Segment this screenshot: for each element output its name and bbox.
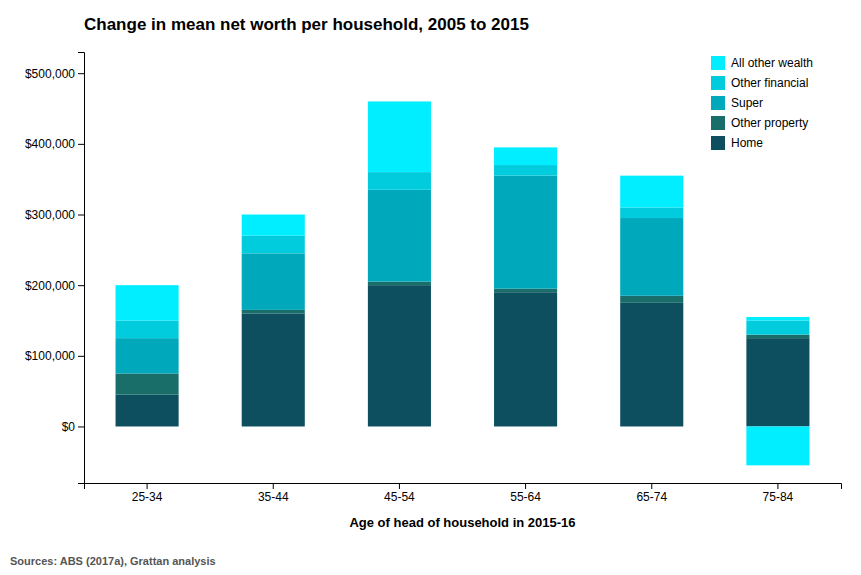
series [116, 101, 810, 465]
x-tick-mark [777, 483, 778, 489]
bar-segment [620, 176, 683, 208]
bar-segment [494, 292, 557, 426]
annotation: Sources: ABS (2017a), Grattan analysis [10, 555, 216, 567]
x-tick-mark [273, 483, 274, 489]
y-tick-label: $400,000 [25, 137, 75, 151]
bar-segment [494, 289, 557, 293]
series [116, 165, 810, 338]
bar-segment [242, 215, 305, 236]
y-axis: $0 $100,000 $200,000 $300,000 $400,000 $500,0… [25, 53, 85, 484]
y-tick: $300,000 [25, 208, 84, 222]
y-tick-mark [78, 285, 84, 286]
legend-item: Super [711, 96, 763, 110]
legend-label: Home [731, 136, 763, 150]
bar-segment [746, 335, 809, 339]
x-tick-mark [399, 483, 400, 489]
series [116, 176, 684, 374]
x-tick: 75-84 [763, 483, 794, 504]
bar-segment [620, 207, 683, 218]
y-axis-line [78, 53, 85, 484]
y-tick-label: $100,000 [25, 349, 75, 363]
bar-segment [494, 176, 557, 289]
x-tick-label: 55-64 [510, 490, 541, 504]
y-tick-mark [78, 215, 84, 216]
x-axis-title: Age of head of household in 2015-16 [349, 515, 575, 530]
x-tick-mark [651, 483, 652, 489]
bar-segment [242, 236, 305, 254]
bar-segment [242, 313, 305, 426]
x-tick-mark [147, 483, 148, 489]
bar-segment [620, 218, 683, 296]
bar-segment [368, 172, 431, 190]
x-tick: 55-64 [510, 483, 541, 504]
legend-item: Other property [711, 116, 808, 130]
bar-segment [746, 338, 809, 426]
y-tick-label: $300,000 [25, 208, 75, 222]
legend-swatch [711, 76, 725, 90]
series [116, 282, 810, 395]
y-tick-mark [78, 73, 84, 74]
x-tick-label: 75-84 [763, 490, 794, 504]
x-tick-label: 35-44 [258, 490, 289, 504]
legend-swatch [711, 96, 725, 110]
bar-segment [368, 285, 431, 426]
x-tick: 35-44 [258, 483, 289, 504]
legend-swatch [711, 136, 725, 150]
x-tick: 45-54 [384, 483, 415, 504]
y-tick: $200,000 [25, 279, 84, 293]
legend: All other wealth Other financial Super Othe… [711, 56, 813, 150]
legend-label: Super [731, 96, 763, 110]
legend-swatch [711, 56, 725, 70]
bar-segment [620, 303, 683, 427]
bar-segment [368, 282, 431, 286]
bar-segment [746, 317, 809, 321]
bar-segment [746, 320, 809, 334]
bar-segment [494, 165, 557, 176]
y-tick: $500,000 [25, 67, 84, 81]
chart: $0 $100,000 $200,000 $300,000 $400,000 $500,0… [0, 0, 861, 575]
x-tick: 25-34 [132, 483, 163, 504]
legend-item: Home [711, 136, 763, 150]
bar-segment [116, 395, 179, 427]
bar-segment [746, 426, 809, 465]
bar-segment [242, 310, 305, 314]
bar-segment [494, 147, 557, 165]
y-tick-mark [78, 144, 84, 145]
x-tick-mark [525, 483, 526, 489]
bars [116, 101, 810, 465]
x-axis-line [85, 484, 842, 490]
x-axis: 25-34 35-44 45-54 55-64 65-74 75-84 [85, 483, 842, 504]
legend-item: Other financial [711, 76, 808, 90]
series [116, 285, 810, 426]
bar-segment [368, 190, 431, 282]
y-tick-label: $0 [62, 420, 76, 434]
y-tick: $100,000 [25, 349, 84, 363]
y-tick-mark [78, 356, 84, 357]
x-tick-label: 25-34 [132, 490, 163, 504]
bar-segment [116, 320, 179, 338]
y-tick-label: $500,000 [25, 67, 75, 81]
legend-item: All other wealth [711, 56, 813, 70]
y-tick-mark [78, 426, 84, 427]
bar-segment [242, 253, 305, 310]
y-tick-label: $200,000 [25, 279, 75, 293]
bar-segment [116, 373, 179, 394]
y-tick: $0 [62, 420, 84, 434]
x-tick-label: 45-54 [384, 490, 415, 504]
x-tick: 65-74 [636, 483, 667, 504]
y-tick: $400,000 [25, 137, 84, 151]
legend-label: Other property [731, 116, 808, 130]
bar-segment [368, 101, 431, 172]
plot-area: $0 $100,000 $200,000 $300,000 $400,000 $500,0… [25, 53, 842, 504]
x-tick-label: 65-74 [636, 490, 667, 504]
legend-swatch [711, 116, 725, 130]
bar-segment [116, 338, 179, 373]
bar-segment [116, 285, 179, 320]
title: Change in mean net worth per household, … [84, 15, 529, 34]
legend-label: All other wealth [731, 56, 813, 70]
bar-segment [620, 296, 683, 303]
legend-label: Other financial [731, 76, 808, 90]
